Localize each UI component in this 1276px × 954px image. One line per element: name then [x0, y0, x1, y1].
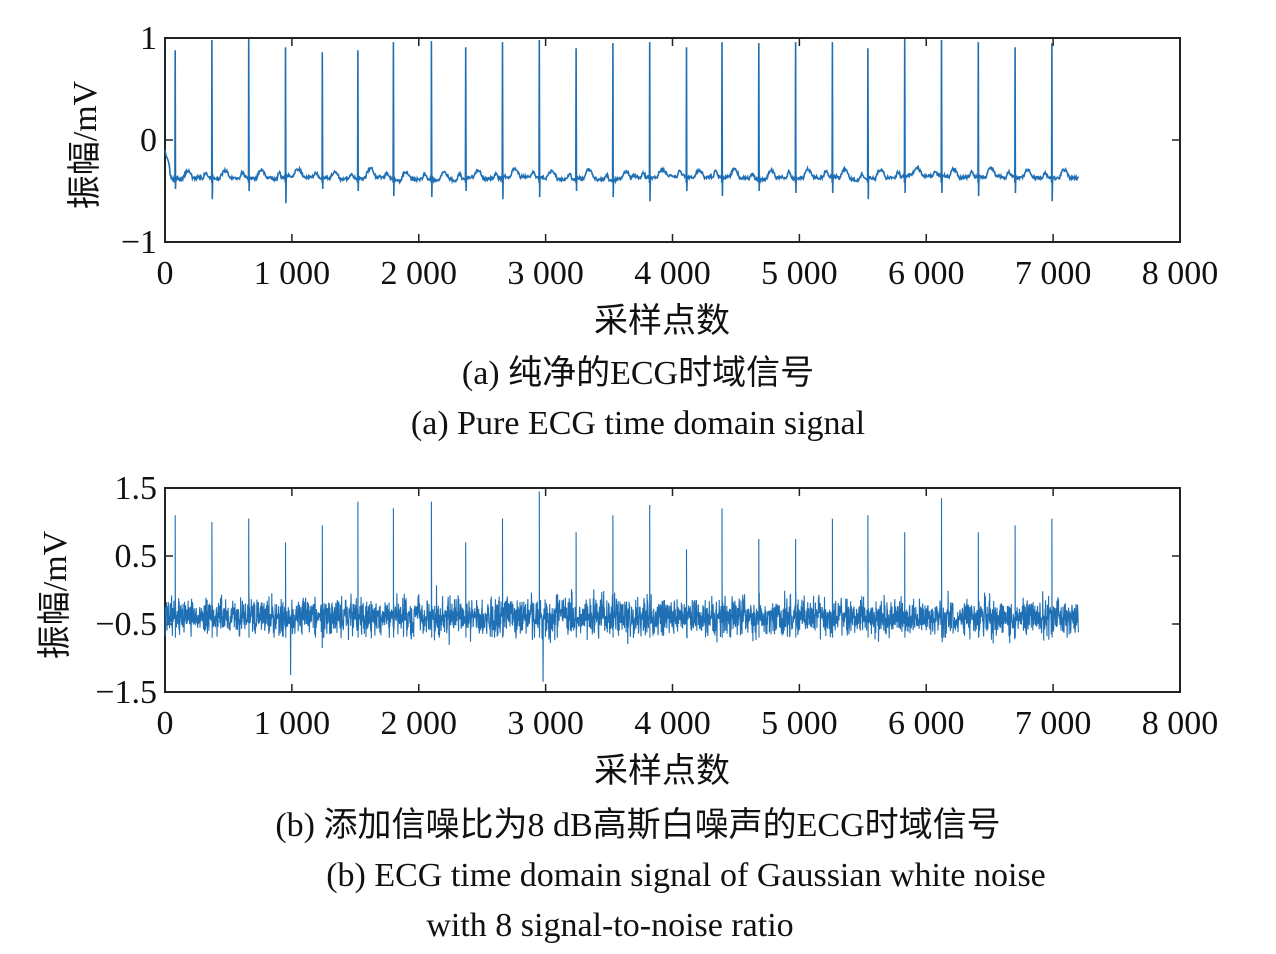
ecg-series-clean: [164, 38, 1080, 204]
ecg-series-noisy: [164, 491, 1080, 682]
x-tick-label: 0: [157, 705, 174, 742]
x-tick-label: 8 000: [1142, 255, 1219, 292]
chart-a: 0 1 000 2 000 3 000 4 000 5 000 6 000 7 000 8 00…: [66, 20, 1218, 340]
x-tick-label: 2 000: [381, 705, 458, 742]
x-tick-label: 4 000: [634, 255, 711, 292]
plot-frame-b: [164, 487, 1181, 693]
y-tick-label: −0.5: [95, 606, 157, 643]
y-tick-label: 0.5: [115, 538, 158, 575]
x-tick-label: 4 000: [634, 705, 711, 742]
chart-b: 0 1 000 2 000 3 000 4 000 5 000 6 000 7 000 8 00…: [36, 470, 1218, 790]
x-tick-label: 3 000: [507, 705, 584, 742]
y-axis-ticks-a: 1 0 −1: [121, 20, 1180, 261]
x-tick-label: 5 000: [761, 255, 838, 292]
x-tick-label: 3 000: [507, 255, 584, 292]
x-axis-label-a: 采样点数: [594, 302, 730, 340]
y-axis-label-a: 振幅/mV: [66, 80, 104, 209]
caption-a-en: (a) Pure ECG time domain signal: [410, 405, 866, 442]
x-tick-label: 0: [157, 255, 174, 292]
x-tick-label: 7 000: [1015, 255, 1092, 292]
x-tick-label: 6 000: [888, 705, 965, 742]
caption-b-en-line2: with 8 signal-to-noise ratio: [426, 907, 794, 944]
x-tick-label: 1 000: [254, 705, 331, 742]
y-axis-label-b: 振幅/mV: [36, 530, 74, 659]
caption-b-cn: (b) 添加信噪比为8 dB高斯白噪声的ECG时域信号: [275, 807, 1001, 844]
y-tick-label: −1.5: [95, 674, 157, 711]
y-tick-label: 1: [140, 20, 157, 57]
y-tick-label: 1.5: [115, 470, 158, 507]
caption-b-en-line1: (b) ECG time domain signal of Gaussian w…: [326, 857, 1046, 894]
x-tick-label: 6 000: [888, 255, 965, 292]
x-tick-label: 1 000: [254, 255, 331, 292]
x-tick-label: 5 000: [761, 705, 838, 742]
x-axis-ticks-a: 0 1 000 2 000 3 000 4 000 5 000 6 000 7 000 8 00…: [157, 38, 1219, 292]
plot-frame-a: [164, 37, 1181, 243]
x-tick-label: 8 000: [1142, 705, 1219, 742]
y-tick-label: −1: [121, 224, 157, 261]
x-axis-label-b: 采样点数: [594, 752, 730, 790]
y-axis-ticks-b: 1.5 0.5 −0.5 −1.5: [95, 470, 1180, 711]
y-tick-label: 0: [140, 122, 157, 159]
x-tick-label: 7 000: [1015, 705, 1092, 742]
x-tick-label: 2 000: [381, 255, 458, 292]
caption-a-cn: (a) 纯净的ECG时域信号: [461, 355, 815, 392]
x-axis-ticks-b: 0 1 000 2 000 3 000 4 000 5 000 6 000 7 000 8 00…: [157, 488, 1219, 742]
